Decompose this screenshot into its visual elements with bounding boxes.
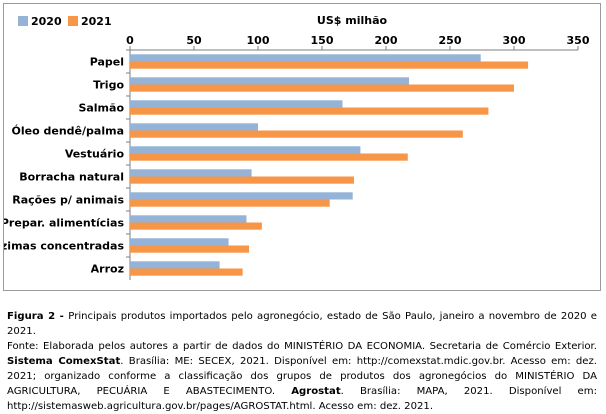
category-labels: Papel Trigo Salmão Óleo dendê/palma Vestuári…: [4, 56, 124, 276]
bar-2021-7: [130, 199, 330, 207]
source-text-1: Fonte: Elaborada pelos autores a partir …: [7, 341, 597, 352]
figure-label: Figura 2 -: [7, 311, 69, 322]
bar-2021-5: [130, 153, 408, 161]
bar-2021-9: [130, 245, 250, 253]
source-text-3: . Brasília: MAPA, 2021. Disponível em: h…: [7, 386, 597, 412]
figure-source: Fonte: Elaborada pelos autores a partir …: [7, 339, 597, 414]
bar-2021-3: [130, 107, 489, 115]
category-label: Arroz: [91, 263, 124, 276]
bar-2021-2: [130, 84, 514, 92]
x-tick-label: 100: [247, 34, 270, 47]
legend: 2020 2021: [18, 15, 112, 28]
figure-text: Principais produtos importados pelo agro…: [7, 311, 597, 337]
category-label: Rações p/ animais: [12, 194, 124, 207]
source-bold-1: Sistema ComexStat: [7, 356, 121, 367]
x-tick-label: 200: [375, 34, 398, 47]
bar-2020-9: [130, 238, 229, 246]
x-tick-label: 50: [186, 34, 202, 47]
legend-label-2021: 2021: [81, 15, 112, 28]
bar-2021-1: [130, 61, 529, 69]
category-label: Salmão: [78, 102, 124, 115]
x-tick-label: 250: [439, 34, 462, 47]
bar-chart: 2020 2021 US$ milhão 0 50 100 150 200 250 300 35…: [4, 14, 590, 280]
bar-2020-4: [130, 123, 258, 131]
bar-2020-6: [130, 169, 252, 177]
bars-group: [130, 54, 529, 276]
bar-2020-2: [130, 77, 410, 85]
source-text-2: . Brasília: ME: SECEX, 2021. Disponível …: [7, 356, 597, 397]
x-tick-label: 300: [503, 34, 526, 47]
axis-unit-label: US$ milhão: [317, 14, 388, 27]
legend-swatch-2021: [68, 16, 78, 26]
category-label: Trigo: [93, 79, 124, 92]
x-tick-label: 350: [567, 34, 590, 47]
legend-swatch-2020: [18, 16, 28, 26]
bar-2020-10: [130, 261, 220, 269]
bar-2020-1: [130, 54, 481, 62]
figure-title: Figura 2 - Principais produtos importado…: [7, 309, 597, 339]
bar-2021-4: [130, 130, 463, 138]
x-tick-label: 0: [126, 34, 134, 47]
x-tick-label: 150: [311, 34, 334, 47]
source-bold-2: Agrostat: [291, 386, 341, 397]
bar-2020-8: [130, 215, 247, 223]
bar-2021-10: [130, 268, 243, 276]
x-axis: 0 50 100 150 200 250 300 350: [126, 34, 590, 280]
chart-frame: 2020 2021 US$ milhão 0 50 100 150 200 250 300 35…: [3, 3, 601, 291]
bar-2021-8: [130, 222, 262, 230]
bar-2020-3: [130, 100, 343, 108]
legend-label-2020: 2020: [31, 15, 62, 28]
figure-caption: Figura 2 - Principais produtos importado…: [7, 309, 597, 414]
category-label: Prepar. alimentícias: [4, 217, 124, 230]
category-label: Enzimas concentradas: [4, 240, 124, 253]
category-label: Vestuário: [65, 148, 125, 161]
bar-2020-5: [130, 146, 361, 154]
category-label: Óleo dendê/palma: [12, 125, 124, 138]
category-label: Borracha natural: [19, 171, 124, 184]
category-label: Papel: [90, 56, 124, 69]
bar-2021-6: [130, 176, 354, 184]
bar-2020-7: [130, 192, 353, 200]
